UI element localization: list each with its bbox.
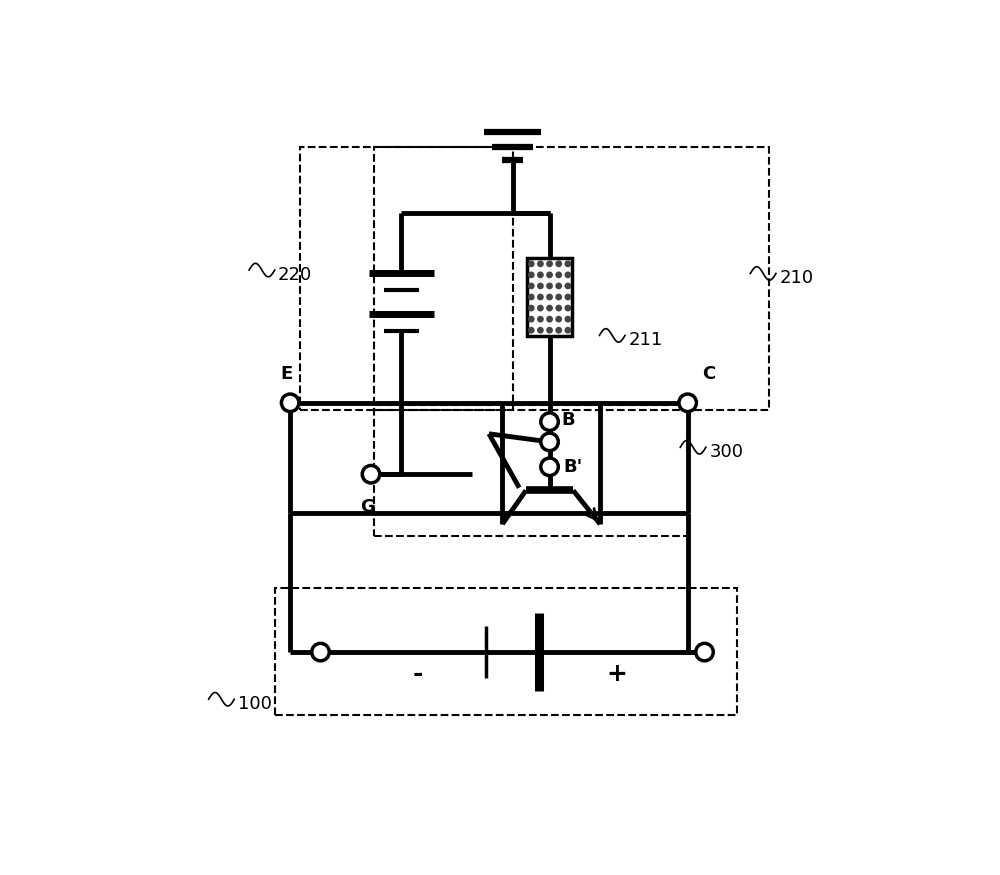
Circle shape bbox=[529, 305, 534, 311]
Text: G: G bbox=[360, 498, 375, 515]
Circle shape bbox=[529, 261, 534, 267]
Circle shape bbox=[538, 327, 543, 332]
Circle shape bbox=[538, 305, 543, 311]
Circle shape bbox=[556, 327, 561, 332]
Circle shape bbox=[565, 317, 571, 322]
Circle shape bbox=[529, 272, 534, 277]
Circle shape bbox=[312, 643, 329, 661]
Circle shape bbox=[565, 284, 571, 289]
Circle shape bbox=[538, 317, 543, 322]
Circle shape bbox=[529, 284, 534, 289]
Circle shape bbox=[547, 317, 552, 322]
Circle shape bbox=[529, 327, 534, 332]
Circle shape bbox=[556, 317, 561, 322]
Circle shape bbox=[565, 261, 571, 267]
Text: 210: 210 bbox=[779, 270, 813, 287]
Circle shape bbox=[547, 272, 552, 277]
Text: 211: 211 bbox=[628, 331, 663, 349]
Circle shape bbox=[529, 294, 534, 300]
Text: 300: 300 bbox=[709, 443, 743, 461]
Circle shape bbox=[538, 272, 543, 277]
Circle shape bbox=[538, 294, 543, 300]
Circle shape bbox=[556, 272, 561, 277]
Text: B': B' bbox=[563, 458, 582, 476]
Circle shape bbox=[547, 294, 552, 300]
Circle shape bbox=[538, 261, 543, 267]
Text: 100: 100 bbox=[238, 695, 271, 713]
Text: B: B bbox=[562, 411, 575, 430]
Circle shape bbox=[281, 394, 299, 411]
Circle shape bbox=[565, 294, 571, 300]
Circle shape bbox=[541, 413, 558, 430]
Text: +: + bbox=[606, 662, 627, 686]
Circle shape bbox=[541, 458, 558, 476]
Circle shape bbox=[565, 327, 571, 332]
Circle shape bbox=[547, 261, 552, 267]
Text: -: - bbox=[413, 662, 423, 686]
Circle shape bbox=[529, 317, 534, 322]
Circle shape bbox=[696, 643, 713, 661]
Text: 220: 220 bbox=[278, 266, 312, 284]
Circle shape bbox=[565, 305, 571, 311]
Circle shape bbox=[541, 433, 558, 451]
Circle shape bbox=[547, 284, 552, 289]
Bar bbox=[527, 258, 572, 336]
Circle shape bbox=[556, 294, 561, 300]
Circle shape bbox=[565, 272, 571, 277]
Circle shape bbox=[556, 284, 561, 289]
Circle shape bbox=[547, 305, 552, 311]
Text: C: C bbox=[702, 365, 716, 382]
Circle shape bbox=[679, 394, 696, 411]
Circle shape bbox=[362, 466, 380, 483]
Circle shape bbox=[556, 305, 561, 311]
Text: E: E bbox=[281, 365, 293, 382]
Circle shape bbox=[538, 284, 543, 289]
Circle shape bbox=[547, 327, 552, 332]
Circle shape bbox=[556, 261, 561, 267]
